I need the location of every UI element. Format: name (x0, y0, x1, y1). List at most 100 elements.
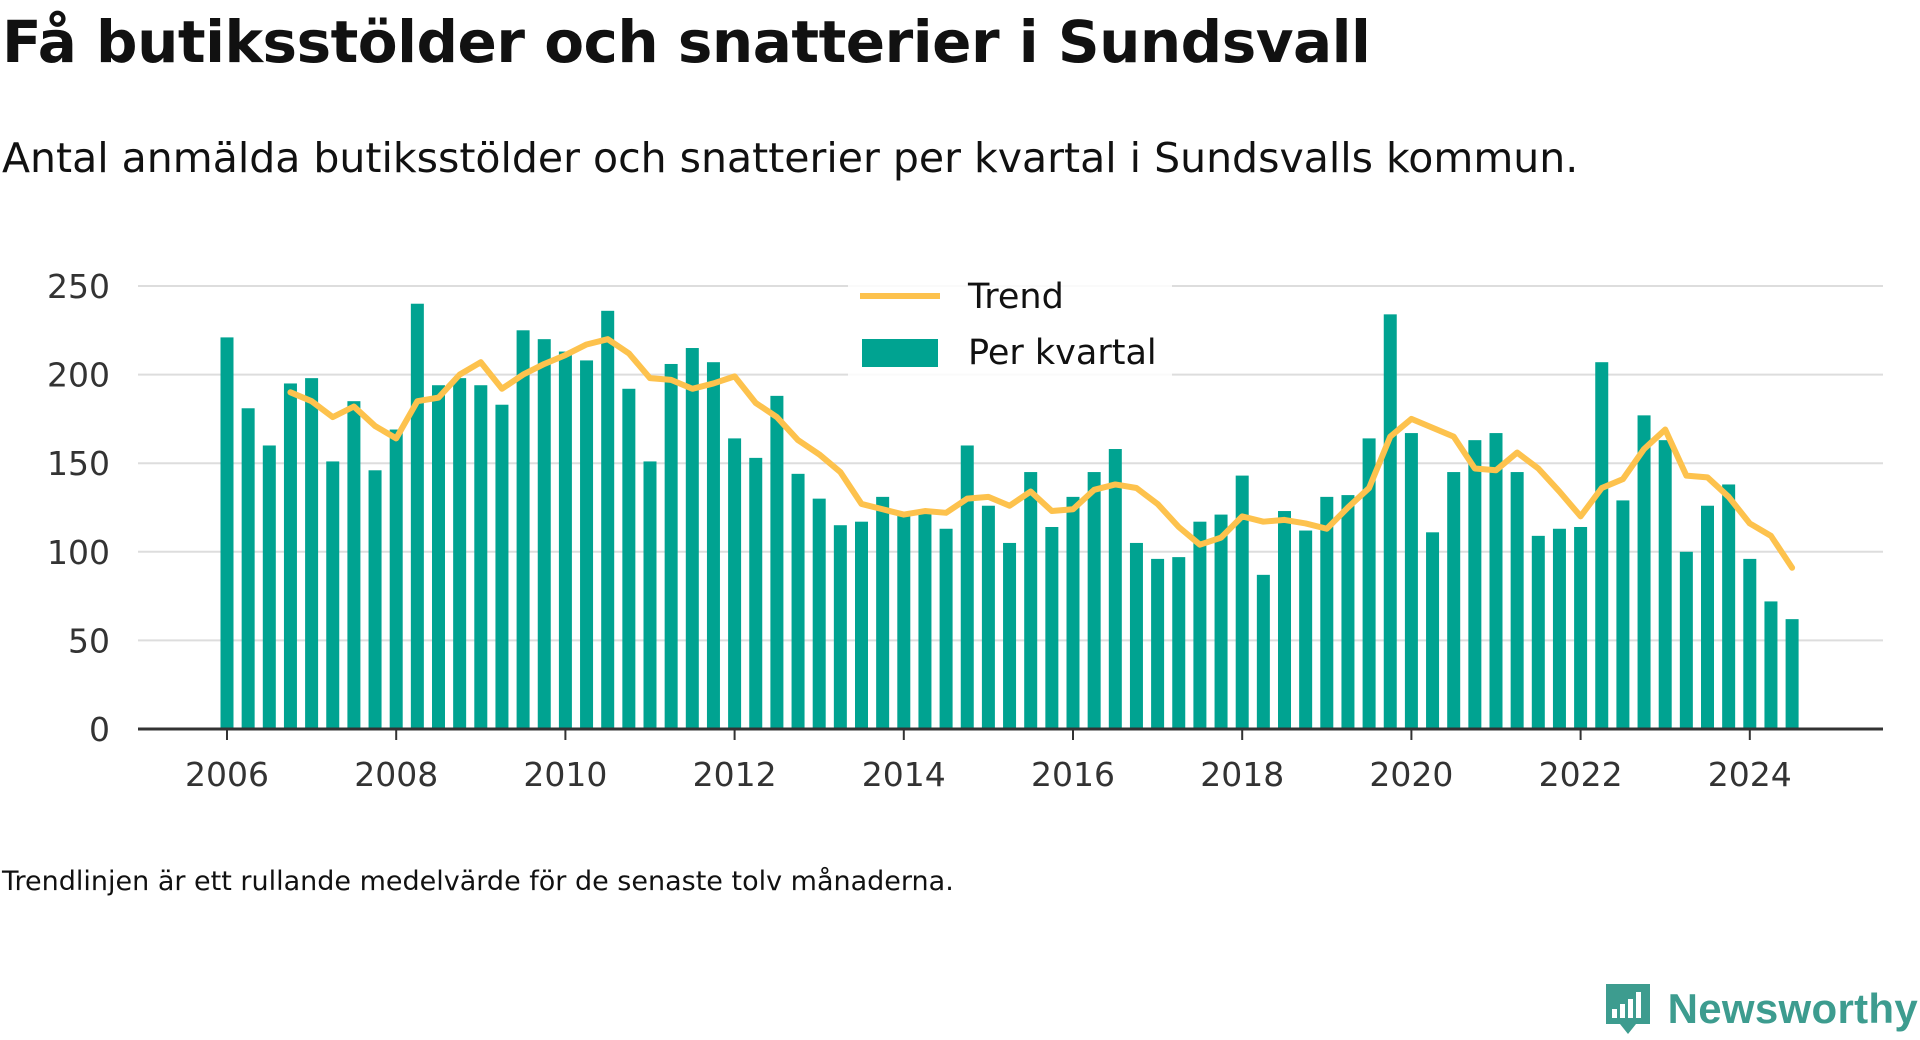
bar (1256, 574, 1270, 729)
bar (1595, 362, 1609, 729)
bar (1426, 532, 1440, 729)
bar (1278, 511, 1291, 729)
bar (537, 339, 551, 729)
bar (1552, 528, 1566, 729)
bar (1045, 526, 1059, 729)
bar (728, 438, 742, 729)
bar (283, 383, 297, 729)
bar (220, 337, 234, 729)
bar (1341, 495, 1355, 729)
bar (558, 351, 572, 729)
bar (1701, 505, 1714, 729)
bar (1574, 526, 1588, 729)
bar (876, 496, 890, 729)
bar (749, 457, 763, 729)
legend: Trend Per kvartal (848, 277, 1172, 382)
bar (770, 395, 784, 729)
bar (474, 385, 488, 729)
y-axis-tick-labels: 0 50 100 150 200 250 (47, 267, 110, 749)
bar (1320, 496, 1334, 729)
bar (685, 348, 699, 729)
bar (855, 521, 868, 729)
legend-bar-swatch (862, 339, 938, 367)
bar (960, 445, 974, 729)
newsworthy-chart-icon (1605, 984, 1650, 1034)
bar (326, 461, 340, 729)
bar (601, 310, 615, 729)
bar (1024, 472, 1038, 729)
chart-title: Få butiksstölder och snatterier i Sundsv… (2, 8, 1371, 76)
x-axis: 2006 2008 2010 2012 2014 2016 2018 2020 2022 2024 (138, 727, 1883, 794)
bar (1108, 449, 1122, 729)
bar (1616, 500, 1630, 729)
x-tick-label: 2006 (185, 755, 269, 794)
bar (939, 528, 953, 729)
brand-name: Newsworthy (1667, 985, 1918, 1032)
bar (432, 385, 445, 729)
bar (918, 512, 932, 729)
x-tick-label: 2014 (862, 755, 946, 794)
x-tick-label: 2012 (693, 755, 777, 794)
bar (1637, 415, 1651, 729)
bar (347, 401, 361, 729)
x-tick-label: 2008 (354, 755, 438, 794)
bar (516, 330, 530, 729)
x-tick-label: 2010 (523, 755, 607, 794)
bar (1658, 440, 1672, 729)
bar (833, 525, 847, 729)
bar (1785, 619, 1799, 729)
bar (1722, 484, 1736, 729)
bar (1003, 542, 1017, 729)
bar (1235, 475, 1249, 729)
trend-series (287, 336, 1796, 571)
bar (1066, 496, 1080, 729)
footnote: Trendlinjen är ett rullande medelvärde f… (2, 866, 954, 897)
bar (643, 461, 657, 729)
x-tick-label: 2022 (1539, 755, 1623, 794)
x-tick-label: 2016 (1031, 755, 1115, 794)
bar (1531, 535, 1545, 729)
bar (580, 360, 594, 729)
bar (1489, 433, 1503, 729)
bar (262, 445, 276, 729)
bar (1214, 514, 1228, 729)
bar-series (220, 303, 1799, 729)
bar (1172, 557, 1186, 729)
trend-line (287, 336, 1796, 571)
bar (1468, 440, 1482, 729)
y-tick-label: 200 (47, 356, 110, 395)
bar (1087, 472, 1101, 729)
bar (1447, 472, 1461, 729)
legend-bar-label: Per kvartal (968, 333, 1157, 373)
bar (241, 408, 255, 729)
y-tick-label: 0 (89, 710, 110, 749)
legend-trend-label: Trend (967, 277, 1064, 317)
y-tick-label: 100 (47, 533, 110, 572)
bar (812, 498, 826, 729)
bar (1299, 530, 1313, 729)
x-tick-label: 2020 (1369, 755, 1453, 794)
bar (622, 388, 636, 729)
bar (1743, 558, 1757, 729)
x-tick-label: 2018 (1200, 755, 1284, 794)
bar (1383, 314, 1397, 729)
bar (305, 378, 319, 729)
bar (1679, 551, 1693, 729)
bar (495, 404, 509, 729)
bar (389, 429, 403, 729)
bar (981, 505, 995, 729)
bar (1510, 472, 1524, 729)
bar (791, 473, 805, 729)
x-tick-label: 2024 (1708, 755, 1792, 794)
bar (1764, 601, 1778, 729)
bar (410, 303, 424, 729)
bar (1129, 542, 1143, 729)
bar (1193, 521, 1207, 729)
bar (453, 378, 467, 729)
bar (1151, 558, 1165, 729)
bar (897, 514, 911, 729)
y-tick-label: 50 (68, 621, 110, 660)
y-tick-label: 250 (47, 267, 110, 306)
y-tick-label: 150 (47, 444, 110, 483)
